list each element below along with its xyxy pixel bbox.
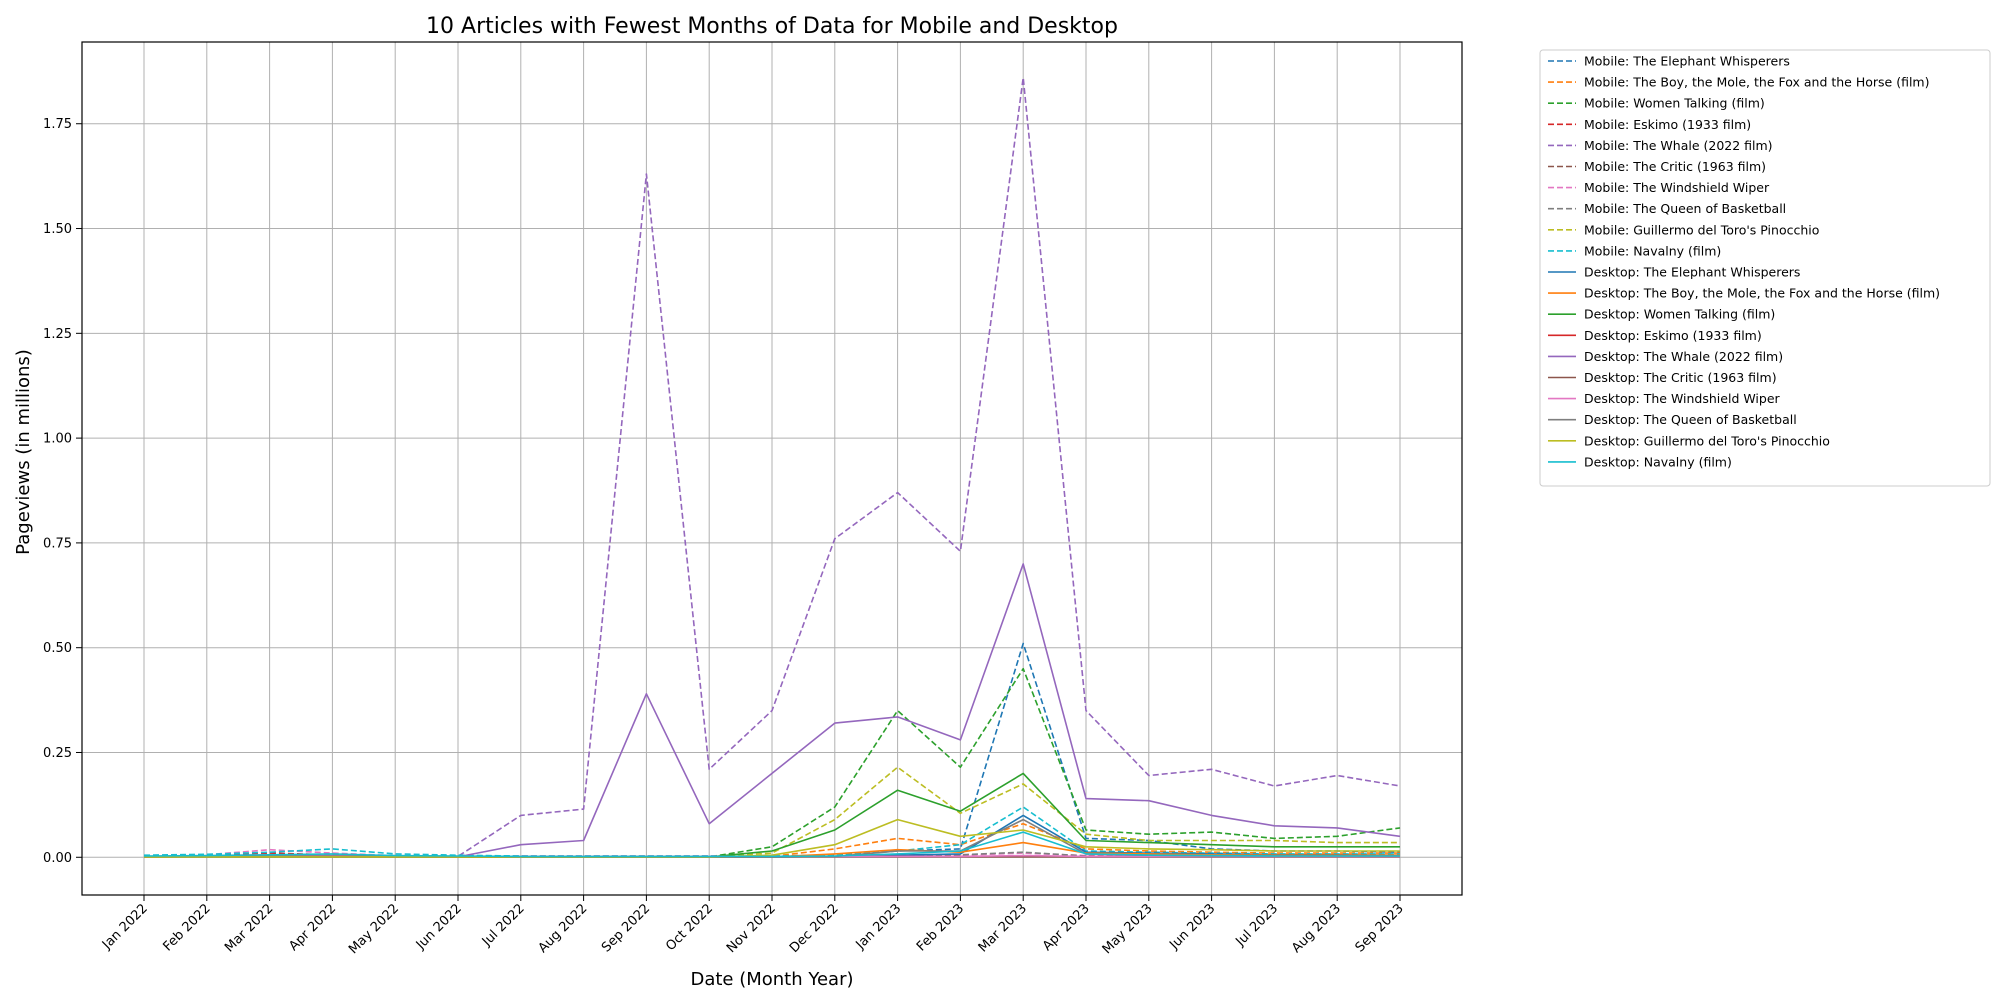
- legend-entry: Mobile: The Elephant Whisperers: [1584, 54, 1790, 69]
- y-tick-label: 1.50: [43, 222, 72, 237]
- x-tick-label: Jun 2022: [413, 901, 465, 953]
- x-tick-label: Jan 2023: [853, 901, 905, 953]
- legend-entry: Desktop: The Whale (2022 film): [1584, 349, 1783, 364]
- x-tick-label: Sep 2023: [1353, 901, 1407, 955]
- legend-entry: Desktop: The Elephant Whisperers: [1584, 265, 1800, 280]
- y-tick-label: 1.75: [43, 117, 72, 132]
- legend-entry: Desktop: Eskimo (1933 film): [1584, 328, 1762, 343]
- y-tick-label: 0.25: [43, 746, 72, 761]
- x-tick-label: Mar 2022: [222, 901, 276, 955]
- y-axis-ticks: 0.00 0.25 0.50 0.75 1.00 1.25 1.50 1.75: [43, 117, 82, 866]
- x-tick-label: May 2023: [1100, 901, 1156, 957]
- chart-title: 10 Articles with Fewest Months of Data f…: [426, 14, 1118, 39]
- series-line-18: [144, 818, 1400, 858]
- y-tick-label: 0.75: [43, 536, 72, 551]
- x-tick-label: Sep 2022: [599, 901, 653, 955]
- legend-entry: Desktop: The Boy, the Mole, the Fox and …: [1584, 286, 1940, 301]
- legend-entry: Mobile: Navalny (film): [1584, 243, 1721, 258]
- x-tick-label: Jun 2023: [1166, 901, 1218, 953]
- x-tick-label: Oct 2022: [663, 901, 716, 954]
- legend-entry: Mobile: Eskimo (1933 film): [1584, 117, 1751, 132]
- legend-entry: Desktop: Navalny (film): [1584, 454, 1732, 469]
- legend-entry: Desktop: Guillermo del Toro's Pinocchio: [1584, 433, 1830, 448]
- legend-entry: Mobile: Guillermo del Toro's Pinocchio: [1584, 222, 1819, 237]
- y-tick-label: 0.00: [43, 851, 72, 866]
- legend-entry: Mobile: Women Talking (film): [1584, 96, 1765, 111]
- x-tick-label: Jul 2023: [1233, 901, 1282, 950]
- series-line-19: [143, 831, 1400, 858]
- legend-entry: Desktop: The Windshield Wiper: [1584, 391, 1781, 406]
- x-tick-label: Aug 2022: [536, 901, 591, 956]
- x-tick-label: Feb 2022: [160, 901, 213, 954]
- legend-entry: Desktop: The Queen of Basketball: [1584, 412, 1797, 427]
- x-axis-label: Date (Month Year): [690, 969, 853, 990]
- legend-entry: Mobile: The Boy, the Mole, the Fox and t…: [1584, 75, 1930, 90]
- legend-entry: Mobile: The Critic (1963 film): [1584, 159, 1766, 174]
- legend-entry: Mobile: The Windshield Wiper: [1584, 180, 1770, 195]
- y-tick-label: 1.00: [43, 432, 72, 447]
- x-tick-label: Dec 2022: [787, 901, 842, 956]
- x-tick-label: May 2022: [346, 901, 402, 957]
- x-tick-label: Nov 2022: [724, 901, 779, 956]
- legend-entry: Desktop: Women Talking (film): [1584, 307, 1775, 322]
- x-axis-ticks: Jan 2022 Feb 2022 Mar 2022 Apr 2022 May 2022…: [99, 895, 1407, 957]
- series-lines: [143, 76, 1401, 858]
- legend-entry: Desktop: The Critic (1963 film): [1584, 370, 1777, 385]
- y-tick-label: 0.50: [43, 641, 72, 656]
- grid: [82, 42, 1462, 895]
- x-tick-label: Apr 2022: [286, 901, 339, 954]
- x-tick-label: Feb 2023: [914, 901, 967, 954]
- series-line-9: [143, 806, 1400, 857]
- x-tick-label: Jul 2022: [479, 901, 528, 950]
- legend-entry: Mobile: The Queen of Basketball: [1584, 201, 1786, 216]
- legend-entry: Mobile: The Whale (2022 film): [1584, 138, 1773, 153]
- y-axis-label: Pageviews (in millions): [13, 349, 34, 555]
- legend: Mobile: The Elephant Whisperers Mobile: T…: [1539, 49, 1991, 487]
- legend-frame: [1539, 49, 1991, 487]
- y-tick-label: 1.25: [43, 327, 72, 342]
- x-tick-label: Mar 2023: [976, 901, 1030, 955]
- x-tick-label: Apr 2023: [1040, 901, 1093, 954]
- x-tick-label: Jan 2022: [99, 901, 151, 953]
- x-tick-label: Aug 2023: [1289, 901, 1344, 956]
